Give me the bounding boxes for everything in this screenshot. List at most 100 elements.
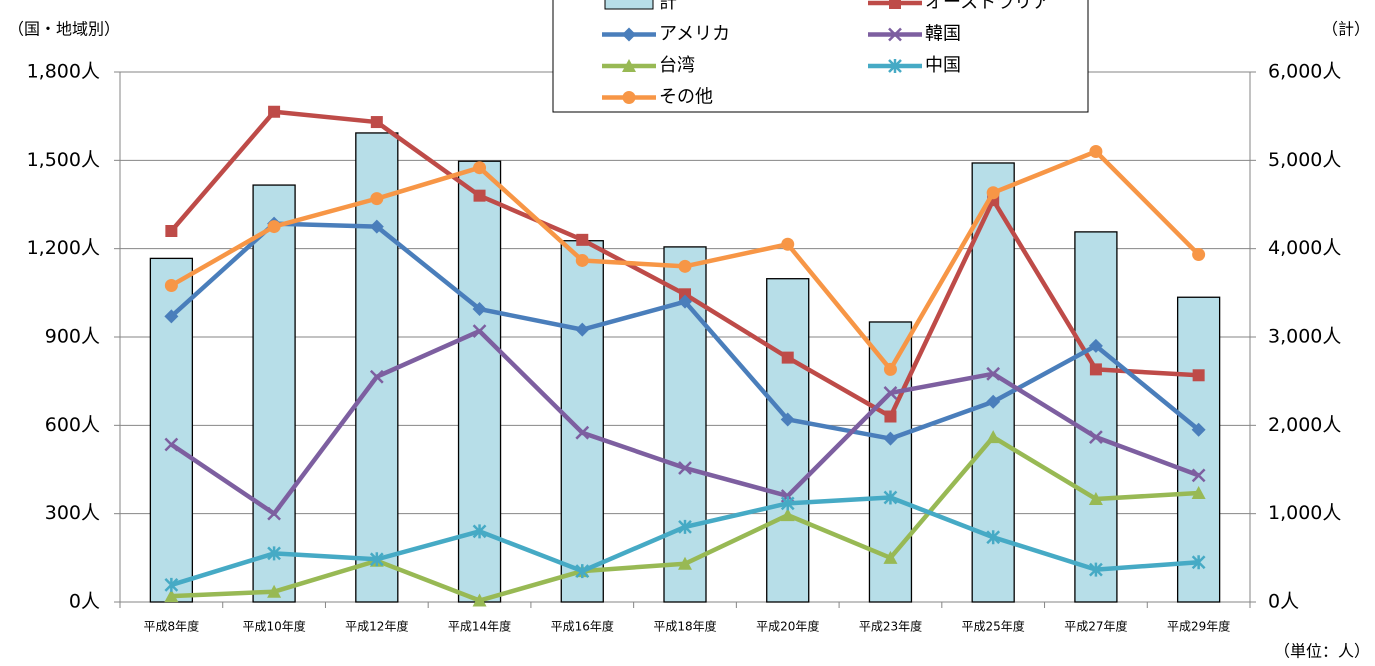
marker [472,324,487,338]
y2-tick-label: 0人 [1268,591,1299,613]
marker [1192,369,1205,382]
y-tick-label: 1,200人 [27,237,100,259]
marker [678,461,692,475]
legend-label: 台湾 [659,55,695,76]
marker [883,431,898,446]
x-tick-label: 平成29年度 [1167,619,1230,634]
y2-tick-label: 6,000人 [1268,61,1341,83]
legend-box [552,0,1089,113]
marker [883,490,898,505]
marker [575,322,590,337]
marker [165,225,178,237]
marker [780,508,795,522]
y2-tick-label: 3,000人 [1268,326,1341,348]
x-tick-label: 平成14年度 [448,619,511,634]
marker [369,369,384,384]
x-tick-label: 平成8年度 [144,619,200,634]
marker [472,593,487,607]
y-tick-label: 300人 [45,502,100,524]
marker [622,27,636,42]
marker [888,27,902,42]
marker [986,530,1001,545]
marker [883,386,898,400]
marker [888,59,902,73]
bar [252,184,296,603]
marker [1191,486,1206,500]
marker [781,237,795,251]
marker [1088,491,1103,505]
y2-tick-label: 1,000人 [1268,502,1341,524]
marker [164,278,178,292]
bar [1176,296,1221,603]
marker [576,233,589,246]
marker [164,577,179,592]
bar [766,278,810,603]
y2-tick-label: 4,000人 [1268,237,1341,259]
marker [1191,422,1206,437]
marker [369,552,384,567]
marker [781,351,794,364]
marker [1089,363,1102,376]
marker [164,309,179,324]
marker [370,192,384,206]
marker [1089,145,1103,158]
x-tick-label: 平成16年度 [551,619,614,634]
bar [1074,231,1118,603]
marker [883,550,898,564]
marker [473,161,487,175]
y2-tick-label: 2,000人 [1268,414,1341,436]
y2-tick-label: 5,000人 [1268,149,1341,171]
legend-label: その他 [659,87,713,108]
marker [1089,562,1103,577]
marker [472,302,487,317]
marker [889,0,901,9]
marker [267,546,281,561]
marker [678,556,692,570]
marker [780,496,795,511]
marker [986,394,1001,409]
y-axis-label: （国・地域別） [8,20,120,39]
marker [780,412,795,427]
legend-label: 中国 [925,55,961,76]
marker [472,524,487,539]
marker [1089,430,1103,444]
legend-swatch [604,0,654,10]
marker [575,564,590,579]
marker [622,59,636,72]
marker [678,294,692,309]
marker [267,506,281,521]
y-tick-label: 0人 [69,591,100,613]
x-tick-label: 平成20年度 [756,619,819,634]
bar [560,240,604,603]
legend-label: オーストラリア [925,0,1050,13]
x-tick-label: 平成27年度 [1064,619,1127,634]
y2-axis-label: （計） [1322,20,1370,39]
marker [986,186,1000,200]
note: （単位：人） [1274,642,1370,661]
marker [369,219,384,234]
marker [164,589,179,603]
y-tick-label: 1,500人 [27,149,100,171]
marker [1191,555,1206,570]
y-tick-label: 1,800人 [27,61,100,83]
x-tick-label: 平成10年度 [242,619,305,634]
x-tick-label: 平成18年度 [653,619,716,634]
marker [678,259,692,273]
marker [575,425,590,440]
marker [986,366,1001,381]
marker [884,410,897,423]
marker [267,584,282,598]
legend-label: アメリカ [659,24,730,45]
marker [678,519,692,534]
marker [473,189,486,202]
marker [575,253,589,267]
x-tick-label: 平成12年度 [345,619,408,634]
marker [1088,338,1103,353]
x-tick-label: 平成23年度 [859,619,922,634]
marker [267,220,281,234]
marker [883,362,897,376]
marker [679,288,691,301]
